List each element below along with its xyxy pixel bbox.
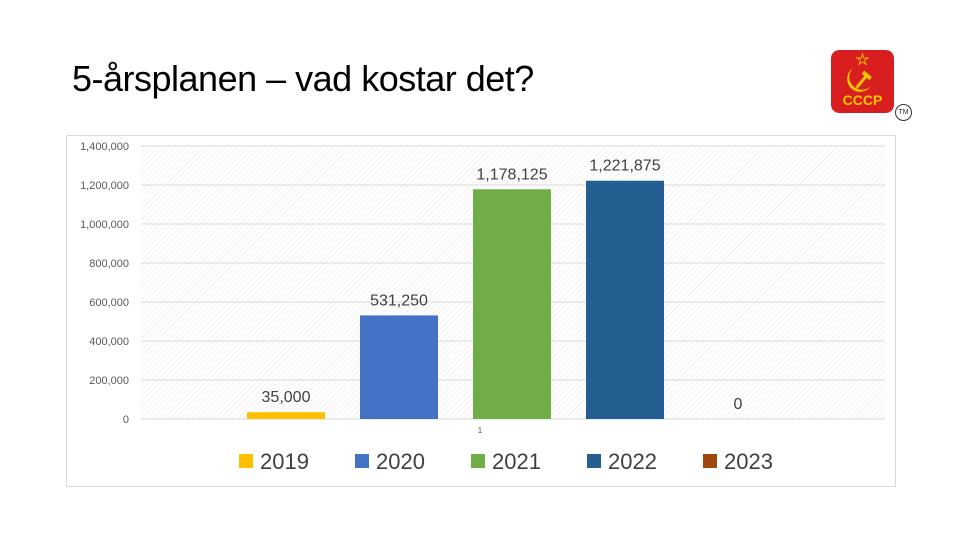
- legend-label-2021: 2021: [492, 449, 541, 474]
- bar-2020: [360, 315, 438, 419]
- legend-label-2023: 2023: [724, 449, 773, 474]
- legend-swatch-2023: [703, 454, 717, 468]
- y-tick-label: 400,000: [89, 336, 129, 348]
- bar-2022: [586, 180, 664, 419]
- legend-label-2020: 2020: [376, 449, 425, 474]
- chart-container: 0 200,000 400,000 600,000 800,000 1,000,000 1,…: [66, 135, 896, 487]
- y-tick-label: 0: [123, 414, 129, 426]
- legend-swatch-2021: [471, 454, 485, 468]
- legend-swatch-2022: [587, 454, 601, 468]
- y-tick-label: 1,200,000: [80, 180, 129, 192]
- bar-2019: [247, 412, 325, 419]
- trademark-badge: TM: [895, 104, 912, 121]
- bar-chart: 0 200,000 400,000 600,000 800,000 1,000,000 1,…: [80, 141, 885, 474]
- data-label-2019: 35,000: [262, 389, 311, 406]
- data-label-2022: 1,221,875: [589, 158, 660, 175]
- cccp-logo: CCCP: [831, 50, 894, 113]
- legend-label-2022: 2022: [608, 449, 657, 474]
- data-label-2023: 0: [734, 396, 743, 413]
- y-tick-label: 600,000: [89, 297, 129, 309]
- page-title: 5-årsplanen – vad kostar det?: [72, 58, 534, 99]
- data-label-2021: 1,178,125: [476, 166, 547, 183]
- y-tick-label: 200,000: [89, 375, 129, 387]
- y-tick-label: 1,400,000: [80, 141, 129, 153]
- legend-label-2019: 2019: [260, 449, 309, 474]
- x-tick-label: 1: [478, 426, 483, 435]
- bar-2021: [473, 189, 551, 419]
- logo-text: CCCP: [843, 92, 883, 108]
- legend-swatch-2020: [355, 454, 369, 468]
- legend-swatch-2019: [239, 454, 253, 468]
- y-tick-label: 800,000: [89, 258, 129, 270]
- y-tick-label: 1,000,000: [80, 219, 129, 231]
- data-label-2020: 531,250: [370, 292, 428, 309]
